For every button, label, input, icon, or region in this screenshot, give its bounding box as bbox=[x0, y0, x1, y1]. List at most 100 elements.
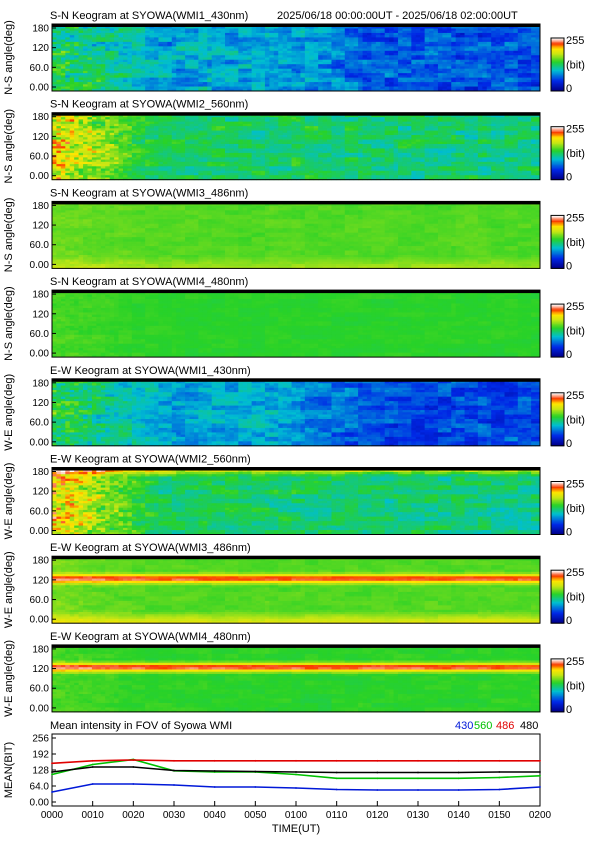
keogram-cell bbox=[118, 77, 124, 81]
keogram-cell bbox=[482, 57, 488, 61]
y-tick-label: 60.0 bbox=[30, 63, 50, 74]
keogram-cell bbox=[398, 86, 403, 90]
keogram-cell bbox=[282, 30, 288, 34]
keogram-cell bbox=[118, 37, 124, 41]
keogram-cell bbox=[535, 28, 541, 32]
keogram-cell bbox=[256, 28, 261, 32]
keogram-cell bbox=[140, 148, 146, 152]
keogram-cell bbox=[100, 148, 106, 152]
colorbar-cell bbox=[551, 39, 564, 42]
keogram-cell bbox=[207, 26, 213, 29]
keogram-cell bbox=[260, 46, 266, 49]
keogram-cell bbox=[74, 148, 80, 152]
keogram-cell bbox=[207, 50, 213, 54]
keogram-cell bbox=[105, 170, 111, 174]
keogram-cell bbox=[211, 119, 217, 123]
keogram-cell bbox=[287, 73, 292, 76]
keogram-cell bbox=[264, 37, 270, 41]
keogram-cell bbox=[74, 155, 80, 158]
keogram-cell bbox=[256, 30, 261, 34]
keogram-cell bbox=[273, 139, 279, 143]
keogram-cell bbox=[256, 48, 261, 52]
keogram-cell bbox=[278, 88, 284, 92]
keogram-cell bbox=[260, 57, 266, 61]
keogram-cell bbox=[185, 46, 190, 49]
keogram-cell bbox=[282, 61, 288, 65]
keogram-cell bbox=[375, 26, 381, 29]
keogram-cell bbox=[52, 148, 57, 152]
keogram-cell bbox=[304, 86, 310, 90]
keogram-cell bbox=[60, 86, 66, 90]
keogram-cell bbox=[451, 84, 457, 87]
keogram-cell bbox=[87, 137, 93, 140]
keogram-cell bbox=[118, 117, 124, 120]
keogram-cell bbox=[469, 37, 474, 41]
keogram-cell bbox=[193, 132, 199, 136]
keogram-cell bbox=[60, 41, 66, 45]
keogram-cell bbox=[455, 77, 461, 81]
keogram-cell bbox=[486, 39, 492, 43]
keogram-cell bbox=[189, 64, 195, 67]
keogram-cell bbox=[109, 159, 115, 163]
keogram-cell bbox=[495, 75, 501, 78]
keogram-cell bbox=[83, 79, 88, 83]
keogram-cell bbox=[207, 28, 213, 32]
keogram-cell bbox=[331, 48, 337, 52]
keogram-cell bbox=[442, 88, 448, 92]
keogram-cell bbox=[517, 35, 523, 38]
keogram-cell bbox=[211, 70, 217, 74]
keogram-cell bbox=[291, 26, 297, 29]
keogram-cell bbox=[287, 26, 292, 29]
keogram-cell bbox=[247, 77, 253, 81]
keogram-cell bbox=[198, 30, 204, 34]
keogram-cell bbox=[282, 130, 288, 134]
keogram-cell bbox=[78, 119, 84, 123]
keogram-cell bbox=[56, 117, 62, 120]
keogram-cell bbox=[171, 66, 177, 70]
keogram-cell bbox=[358, 82, 363, 85]
keogram-cell bbox=[65, 66, 71, 70]
keogram-cell bbox=[260, 28, 266, 32]
keogram-cell bbox=[189, 32, 195, 36]
keogram-cell bbox=[145, 130, 150, 134]
keogram-cell bbox=[145, 53, 150, 56]
keogram-cell bbox=[296, 86, 301, 90]
keogram-cell bbox=[162, 53, 168, 56]
keogram-cell bbox=[74, 41, 80, 45]
keogram-cell bbox=[189, 130, 195, 134]
keogram-cell bbox=[127, 175, 133, 178]
keogram-cell bbox=[158, 159, 164, 163]
keogram-cell bbox=[162, 123, 168, 127]
keogram-cell bbox=[477, 55, 483, 58]
keogram-cell bbox=[335, 75, 341, 78]
keogram-cell bbox=[362, 35, 368, 38]
keogram-cell bbox=[131, 132, 137, 136]
keogram-cell bbox=[69, 79, 75, 83]
keogram-cell bbox=[420, 79, 426, 83]
keogram-cell bbox=[189, 48, 195, 52]
keogram-cell bbox=[171, 157, 177, 160]
keogram-cell bbox=[60, 150, 66, 154]
keogram-cell bbox=[216, 126, 221, 129]
keogram-cell bbox=[78, 155, 84, 158]
keogram-cell bbox=[158, 79, 164, 83]
keogram-cell bbox=[122, 37, 128, 41]
keogram-cell bbox=[522, 50, 528, 54]
keogram-cell bbox=[91, 170, 97, 174]
keogram-cell bbox=[220, 164, 226, 167]
keogram-cell bbox=[78, 73, 84, 76]
keogram-cell bbox=[69, 59, 75, 63]
keogram-cell bbox=[238, 53, 244, 56]
keogram-cell bbox=[83, 150, 88, 154]
keogram-cell bbox=[167, 141, 173, 145]
keogram-cell bbox=[207, 166, 213, 169]
keogram-cell bbox=[513, 41, 519, 45]
keogram-cell bbox=[78, 70, 84, 74]
keogram-cell bbox=[56, 44, 62, 47]
keogram-cell bbox=[87, 41, 93, 45]
keogram-cell bbox=[495, 53, 501, 56]
keogram-cell bbox=[362, 59, 368, 63]
keogram-cell bbox=[136, 141, 142, 145]
keogram-cell bbox=[154, 126, 159, 129]
keogram-cell bbox=[207, 159, 213, 163]
